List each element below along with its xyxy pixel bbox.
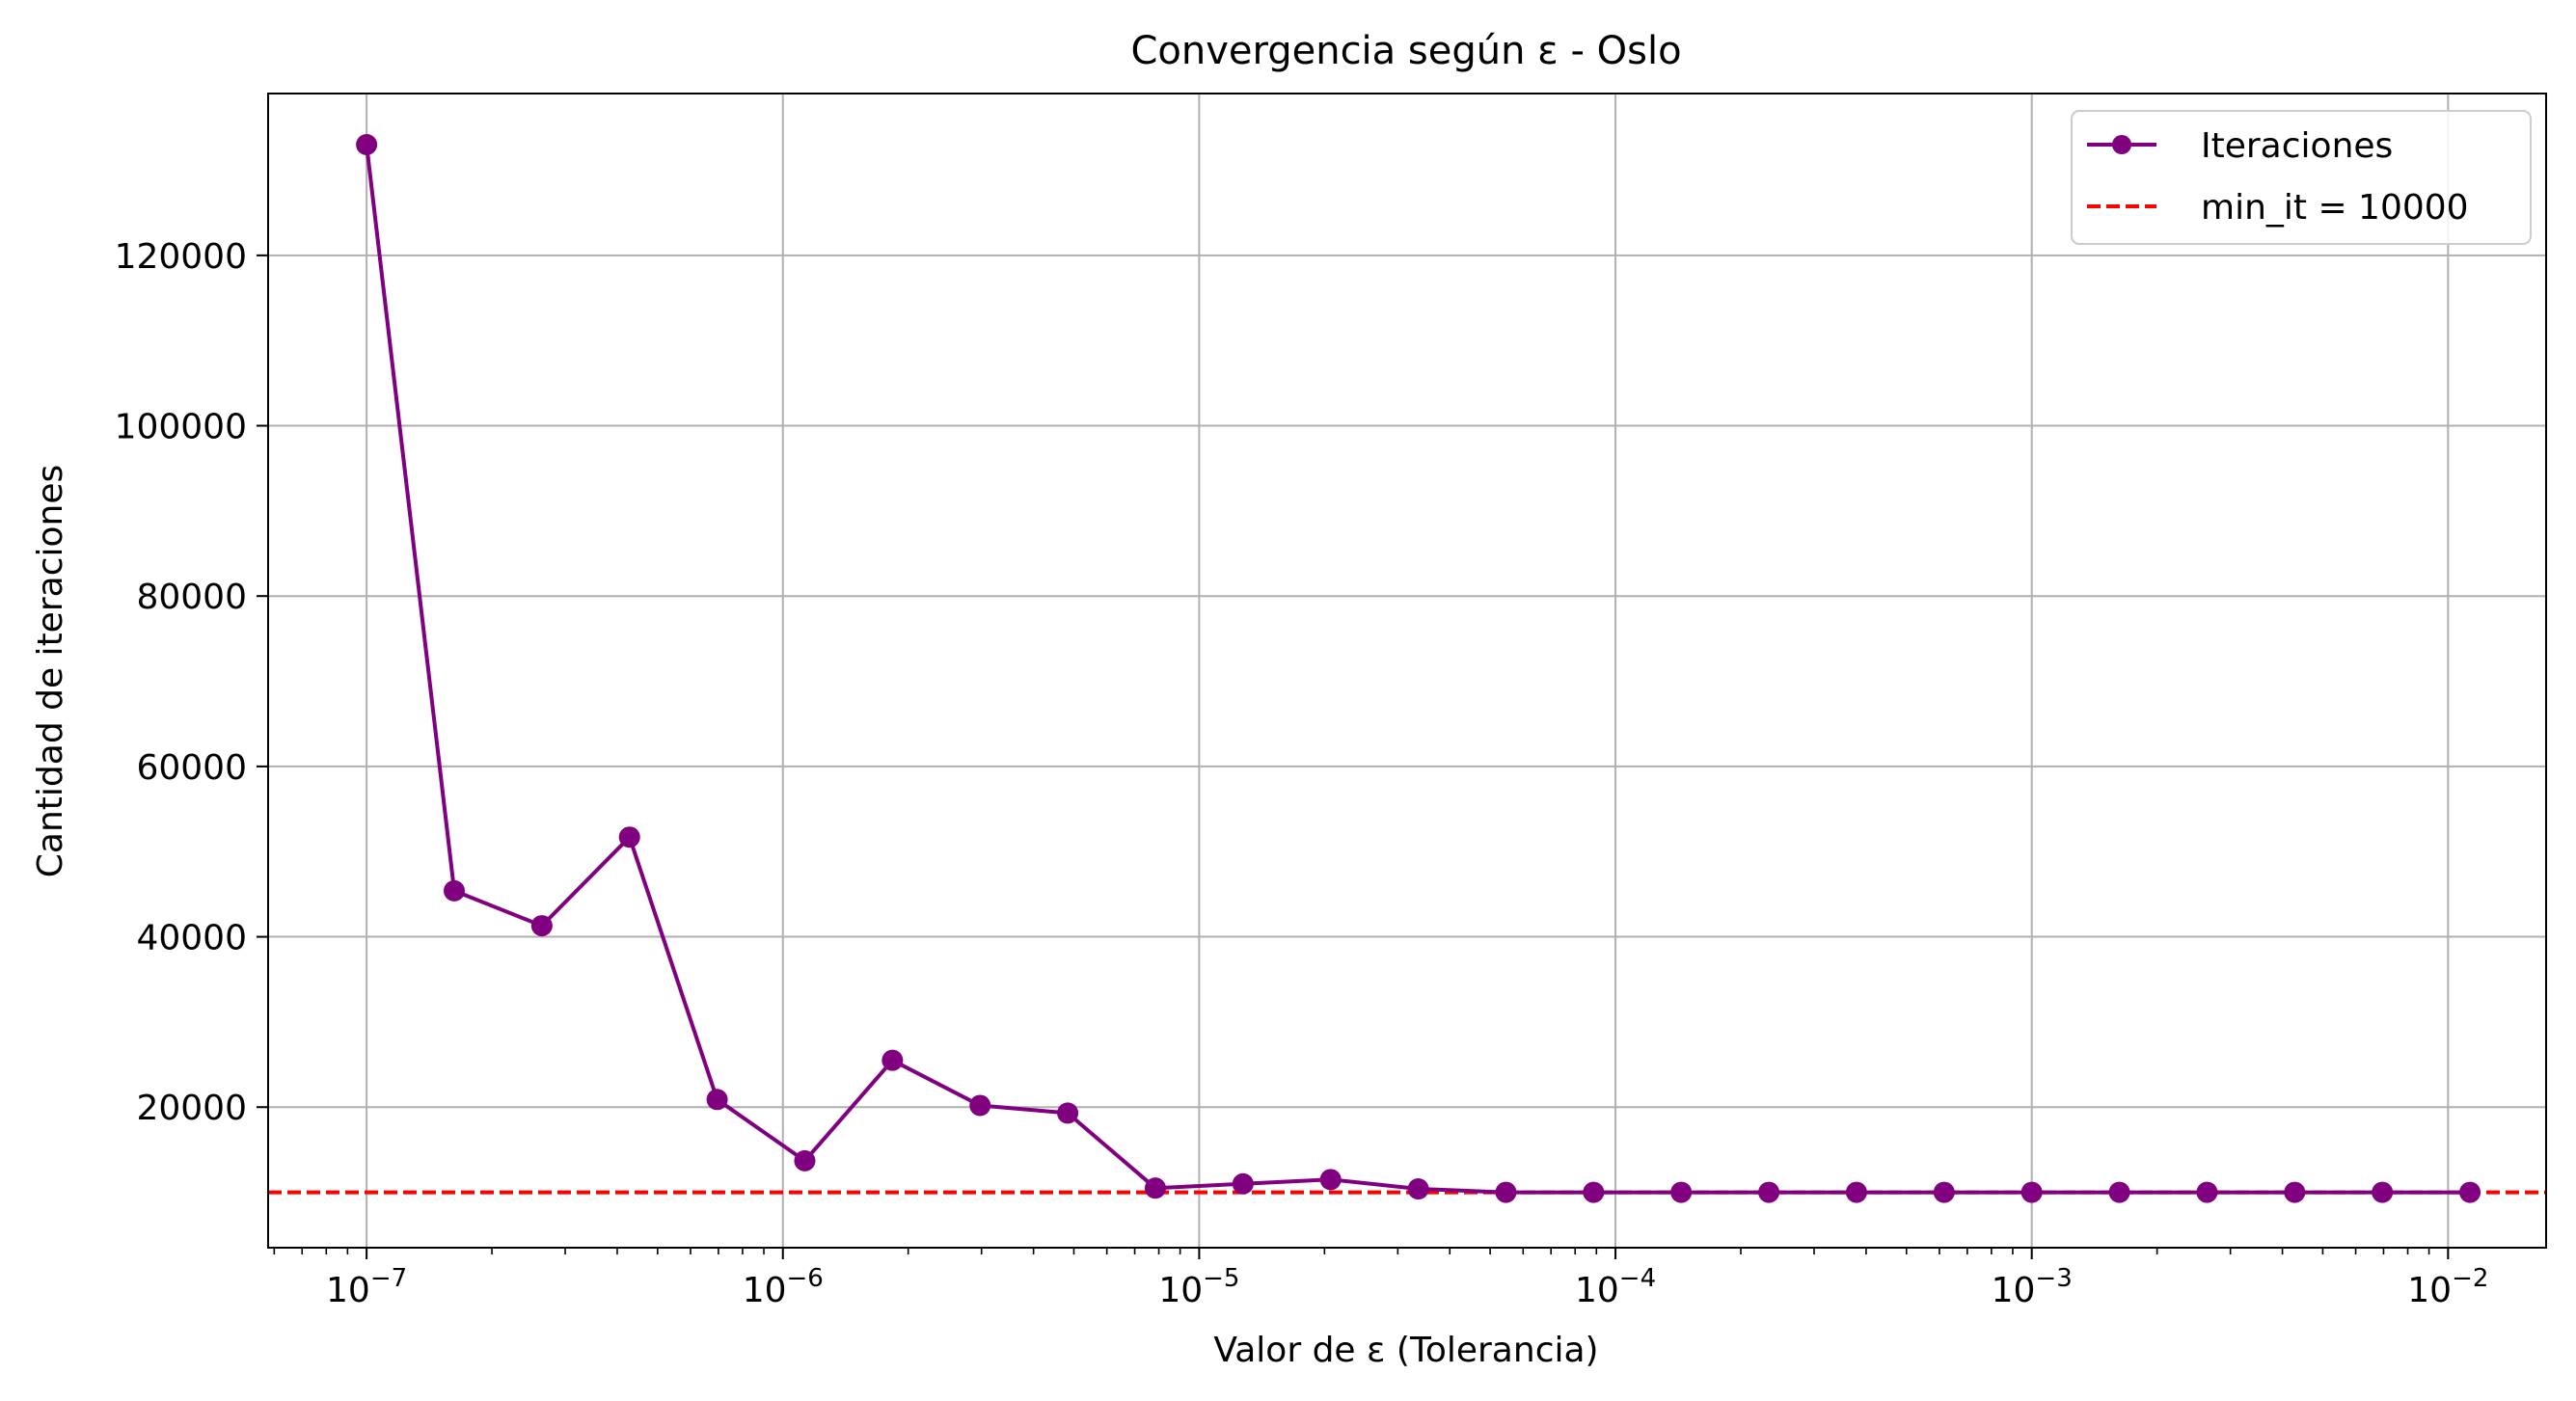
plot-frame bbox=[267, 93, 2547, 1249]
x-tick-label: 10−3 bbox=[1992, 1264, 2073, 1310]
data-point bbox=[2284, 1181, 2306, 1203]
data-point bbox=[1319, 1169, 1342, 1191]
grid-lines bbox=[268, 94, 2546, 1248]
x-tick-label: 10−6 bbox=[743, 1264, 824, 1310]
data-point bbox=[706, 1089, 728, 1111]
data-point bbox=[1758, 1181, 1780, 1203]
y-tick-label: 60000 bbox=[136, 748, 247, 788]
chart-title: Convergencia según ε - Oslo bbox=[1130, 29, 1681, 73]
x-axis-label: Valor de ε (Tolerancia) bbox=[1213, 1331, 1598, 1370]
y-tick-label: 120000 bbox=[115, 237, 247, 277]
data-point bbox=[530, 915, 553, 937]
y-axis-label: Cantidad de iteraciones bbox=[31, 465, 70, 877]
y-tick-label: 20000 bbox=[136, 1089, 247, 1128]
y-axis-ticks: 20000 40000 60000 80000 100000 120000 bbox=[115, 237, 268, 1128]
data-point bbox=[1232, 1172, 1254, 1195]
y-tick-label: 100000 bbox=[115, 408, 247, 447]
data-point bbox=[2196, 1181, 2218, 1203]
data-point bbox=[1144, 1177, 1166, 1199]
legend-label-min-it: min_it = 10000 bbox=[2201, 188, 2469, 228]
data-point bbox=[1407, 1178, 1429, 1200]
series-layer bbox=[356, 134, 2481, 1203]
data-point bbox=[2459, 1181, 2481, 1203]
data-point bbox=[1845, 1181, 1867, 1203]
data-point bbox=[1057, 1102, 1079, 1124]
x-tick-label: 10−4 bbox=[1575, 1264, 1656, 1310]
data-point bbox=[618, 826, 640, 849]
x-axis-ticks: 10−7 10−6 10−5 10−4 10−3 10−2 bbox=[273, 1248, 2488, 1310]
data-point bbox=[1583, 1181, 1605, 1203]
y-tick-label: 40000 bbox=[136, 919, 247, 958]
x-tick-label: 10−2 bbox=[2407, 1264, 2488, 1310]
legend-box bbox=[2071, 110, 2532, 245]
data-point bbox=[2108, 1181, 2130, 1203]
data-point bbox=[1495, 1181, 1517, 1203]
x-tick-label: 10−7 bbox=[326, 1264, 407, 1310]
data-point bbox=[2020, 1181, 2043, 1203]
data-point bbox=[2372, 1181, 2394, 1203]
y-tick-label: 80000 bbox=[136, 578, 247, 617]
legend: Iteraciones min_it = 10000 bbox=[2071, 110, 2532, 245]
data-point bbox=[881, 1049, 904, 1071]
legend-label-iteraciones: Iteraciones bbox=[2201, 126, 2393, 166]
data-point bbox=[1670, 1181, 1693, 1203]
data-point bbox=[969, 1094, 991, 1117]
data-point bbox=[356, 134, 378, 156]
data-point bbox=[1933, 1181, 1955, 1203]
data-point bbox=[443, 879, 465, 902]
legend-marker-iteraciones bbox=[2112, 135, 2131, 154]
data-point bbox=[794, 1149, 816, 1172]
x-tick-label: 10−5 bbox=[1158, 1264, 1239, 1310]
